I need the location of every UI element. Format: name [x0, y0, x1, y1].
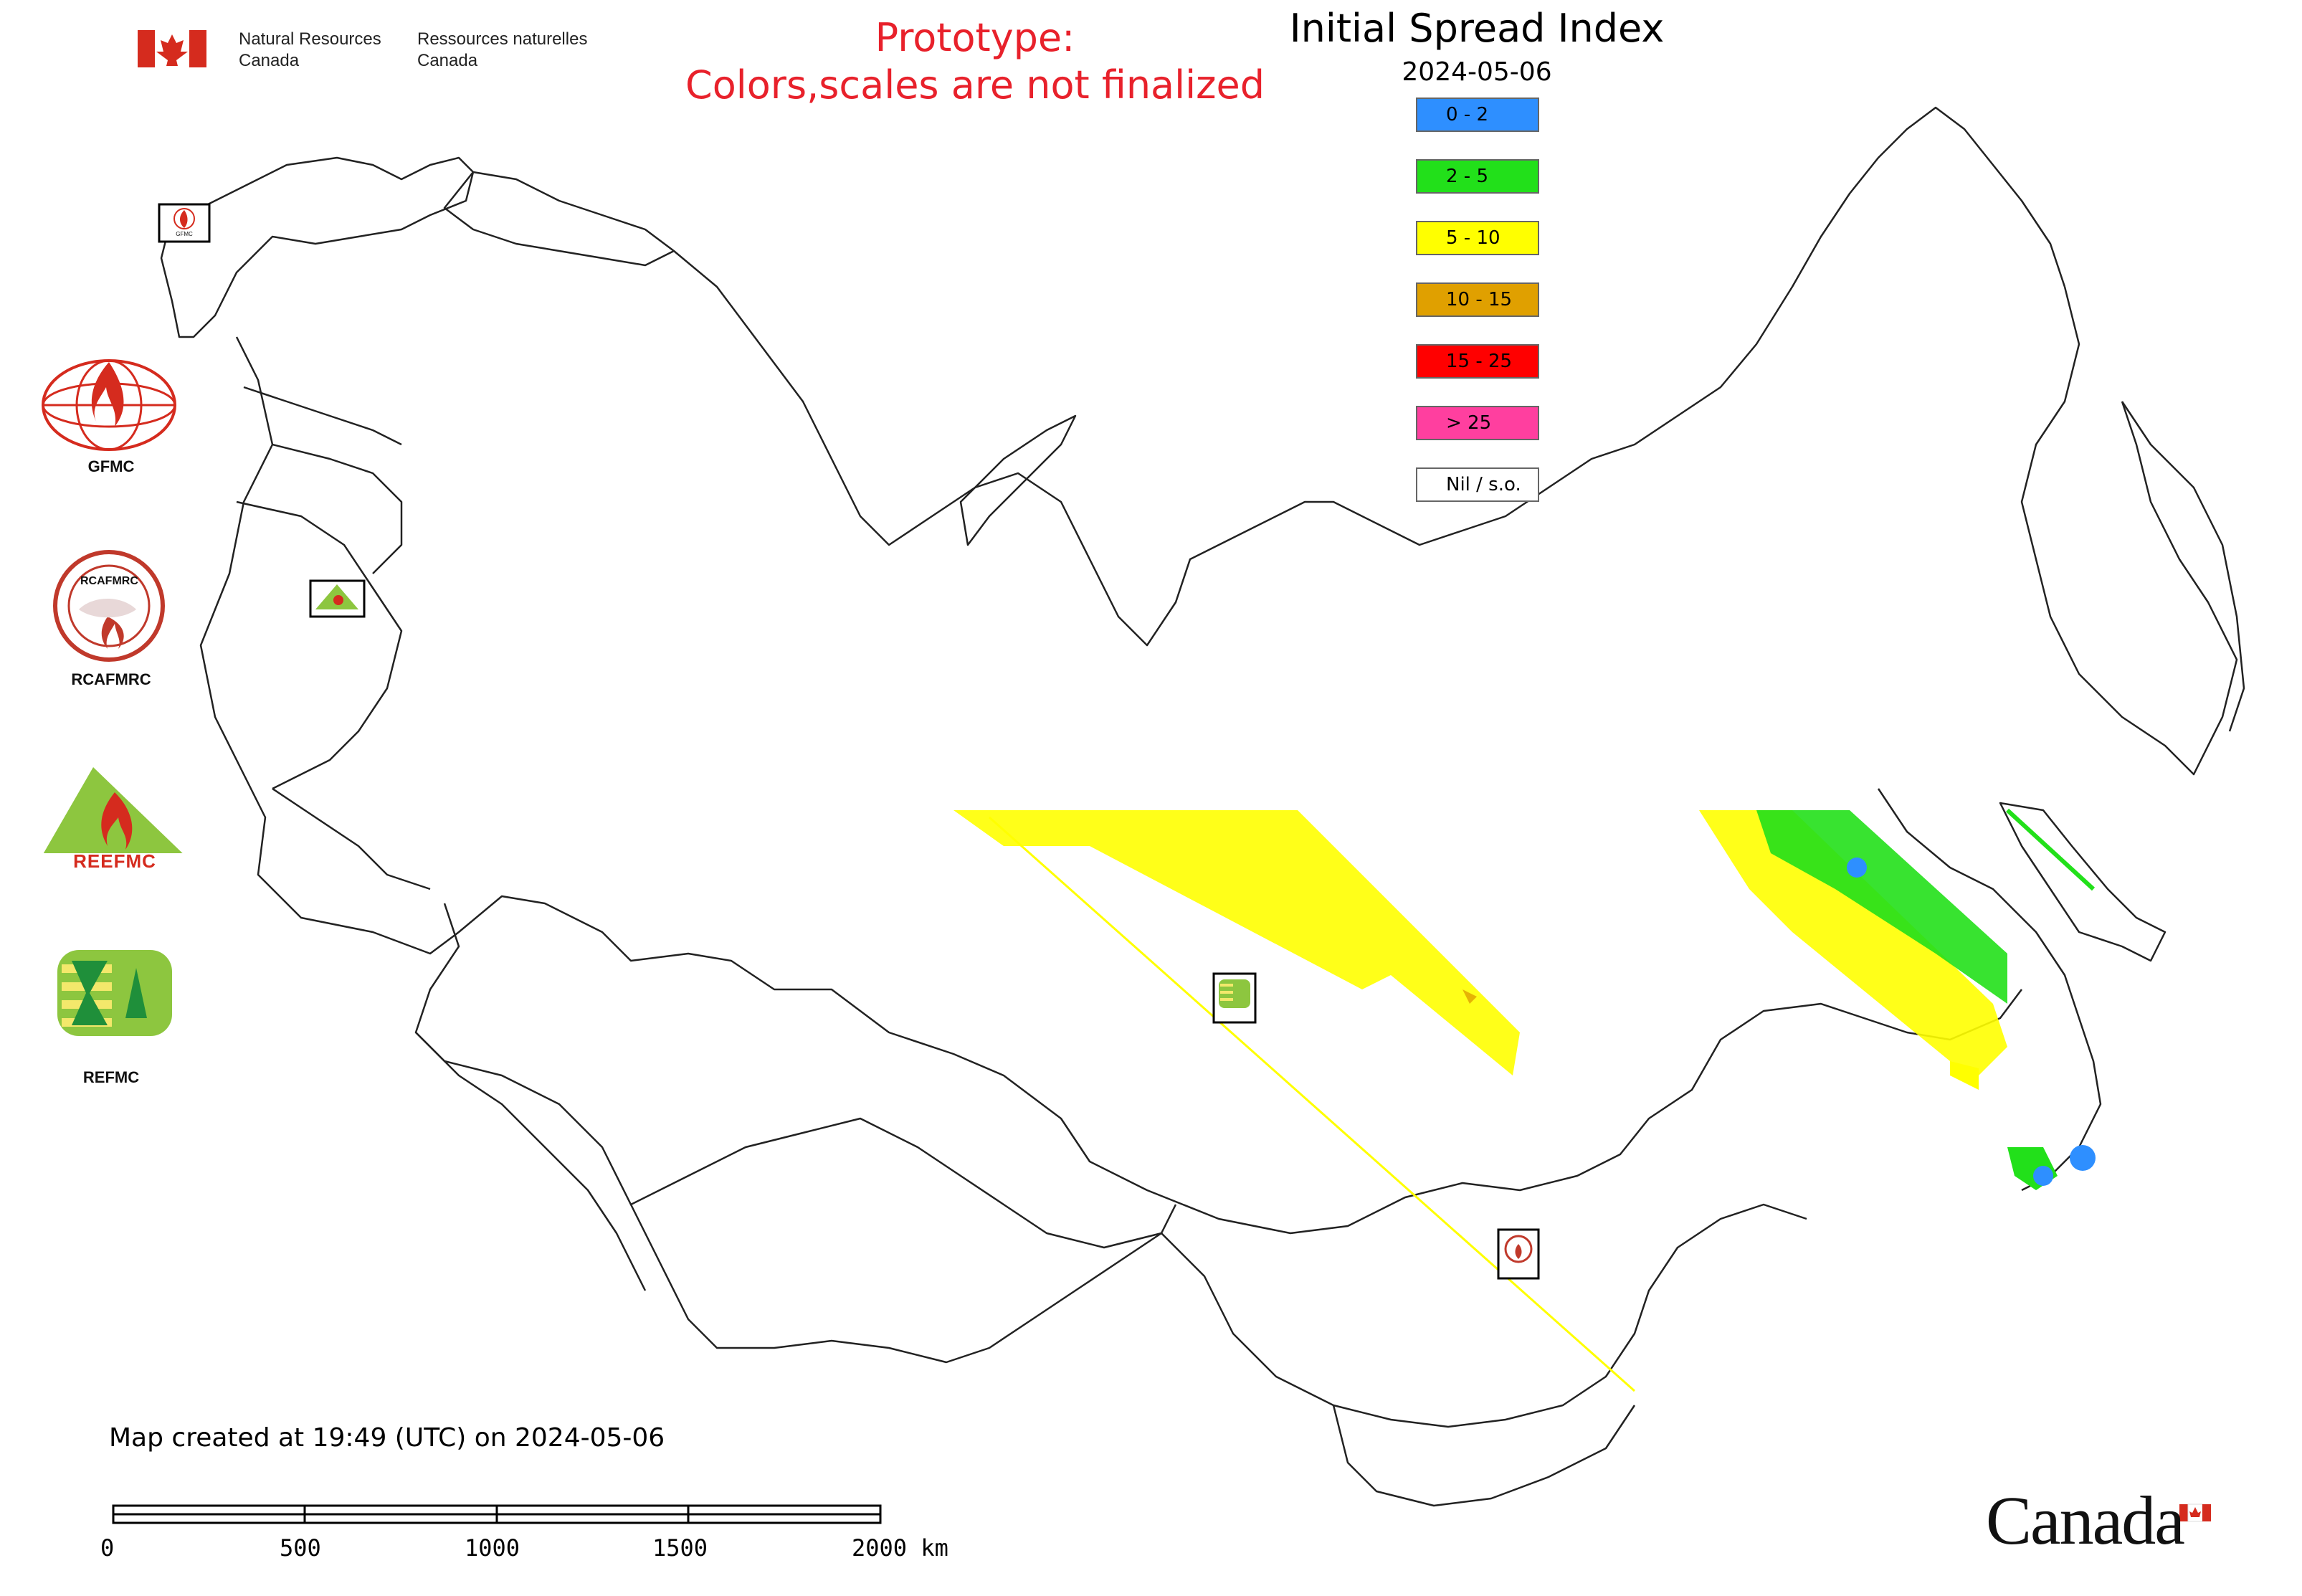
- map-created-note: Map created at 19:49 (UTC) on 2024-05-06: [109, 1423, 665, 1453]
- rcafmrc-ring-text: RCAFMRC: [80, 575, 138, 587]
- prototype-line1: Prototype:: [875, 15, 1075, 60]
- isi-data-overlay: [953, 808, 2096, 1392]
- prototype-notice: Prototype: Colors,scales are not finaliz…: [674, 14, 1276, 109]
- legend-item: Nil / s.o.: [1416, 467, 1539, 502]
- scale-tick-label: 0: [100, 1534, 115, 1562]
- scale-tick-label: 1000: [465, 1534, 520, 1562]
- fire-icon: [91, 362, 124, 427]
- boundary-baltics: [243, 386, 402, 446]
- boundary-belarus: [272, 443, 403, 574]
- boundary-kamchatka: [2121, 401, 2245, 732]
- canada-flag-icon: [138, 30, 206, 67]
- boundary-china: [1332, 1405, 1636, 1507]
- legend-item: 2 - 5: [1416, 159, 1539, 194]
- isi-orange-spot: [1462, 989, 1477, 1004]
- isi-green-sakhalin: [2005, 808, 2096, 891]
- mini-reefmc-marker: [309, 579, 366, 618]
- canada-wordmark-flag-icon: [2179, 1504, 2211, 1522]
- gfmc-logo: [42, 359, 176, 451]
- rcafmrc-label: RCAFMRC: [71, 670, 151, 688]
- map-date: 2024-05-06: [1402, 57, 1552, 87]
- boundary-ukraine: [236, 500, 403, 790]
- reefmc-logo: [39, 767, 190, 870]
- isi-blue-spot: [1847, 858, 1867, 878]
- scale-bar: [112, 1504, 882, 1524]
- boundaries: [160, 106, 2245, 1507]
- nrcan-fr-line1: Ressources naturelles: [417, 29, 588, 49]
- isi-blue-south-1: [2033, 1166, 2053, 1186]
- mini-gfmc-marker: [158, 203, 211, 243]
- legend-item: 10 - 15: [1416, 282, 1539, 317]
- scale-tick-label: 2000 km: [852, 1534, 948, 1562]
- nrcan-en-line2: Canada: [239, 51, 300, 70]
- scale-tick-label: 500: [280, 1534, 321, 1562]
- boundary-scandinavia: [160, 156, 475, 338]
- legend-item: > 25: [1416, 406, 1539, 440]
- rcafmrc-logo: [53, 550, 165, 662]
- mini-rcafmrc-marker: [1497, 1228, 1540, 1280]
- boundary-russia-west: [199, 336, 2022, 1235]
- map-title: Initial Spread Index: [1289, 6, 1665, 51]
- isi-yellow-coast: [1950, 1061, 1979, 1090]
- canada-wordmark: Canada: [1986, 1482, 2185, 1559]
- boundary-mongolia: [1161, 1203, 1807, 1428]
- legend-item: 5 - 10: [1416, 221, 1539, 255]
- legend-item: 15 - 25: [1416, 344, 1539, 379]
- mini-gfmc-text: GFMC: [176, 231, 193, 237]
- boundary-east-coast: [2020, 286, 2238, 776]
- boundary-sakhalin: [1999, 802, 2167, 962]
- nrcan-en-line1: Natural Resources: [239, 29, 381, 49]
- refmc-label: REFMC: [82, 1068, 140, 1086]
- isi-yellow-band-east: [1699, 810, 2007, 1075]
- mini-refmc-marker: [1212, 972, 1257, 1024]
- nrcan-name-fr: Ressources naturelles Canada: [417, 29, 587, 72]
- isi-blue-south-2: [2070, 1145, 2096, 1171]
- isi-green-band-east: [1756, 810, 2007, 1004]
- reefmc-logo-text: REEFMC: [73, 850, 156, 872]
- boundary-caucasus: [272, 787, 431, 890]
- nrcan-name-en: Natural Resources Canada: [239, 29, 381, 72]
- nrcan-fr-line2: Canada: [417, 51, 478, 70]
- isi-yellow-streak-west: [989, 816, 1635, 1392]
- reefmc-fire-icon: [101, 792, 133, 850]
- boundary-central-asia: [415, 1032, 647, 1291]
- isi-yellow-band-west: [953, 810, 1520, 1075]
- boundary-kazakh-south: [630, 1117, 1162, 1249]
- legend-item: 0 - 2: [1416, 98, 1539, 132]
- boundary-north-coast: [673, 106, 2066, 647]
- gfmc-label: GFMC: [87, 457, 135, 475]
- boundary-kola: [443, 171, 675, 267]
- scale-tick-label: 1500: [652, 1534, 708, 1562]
- refmc-logo: [57, 950, 172, 1036]
- prototype-line2: Colors,scales are not finalized: [685, 62, 1265, 108]
- boundary-novaya-zemlya: [959, 414, 1077, 546]
